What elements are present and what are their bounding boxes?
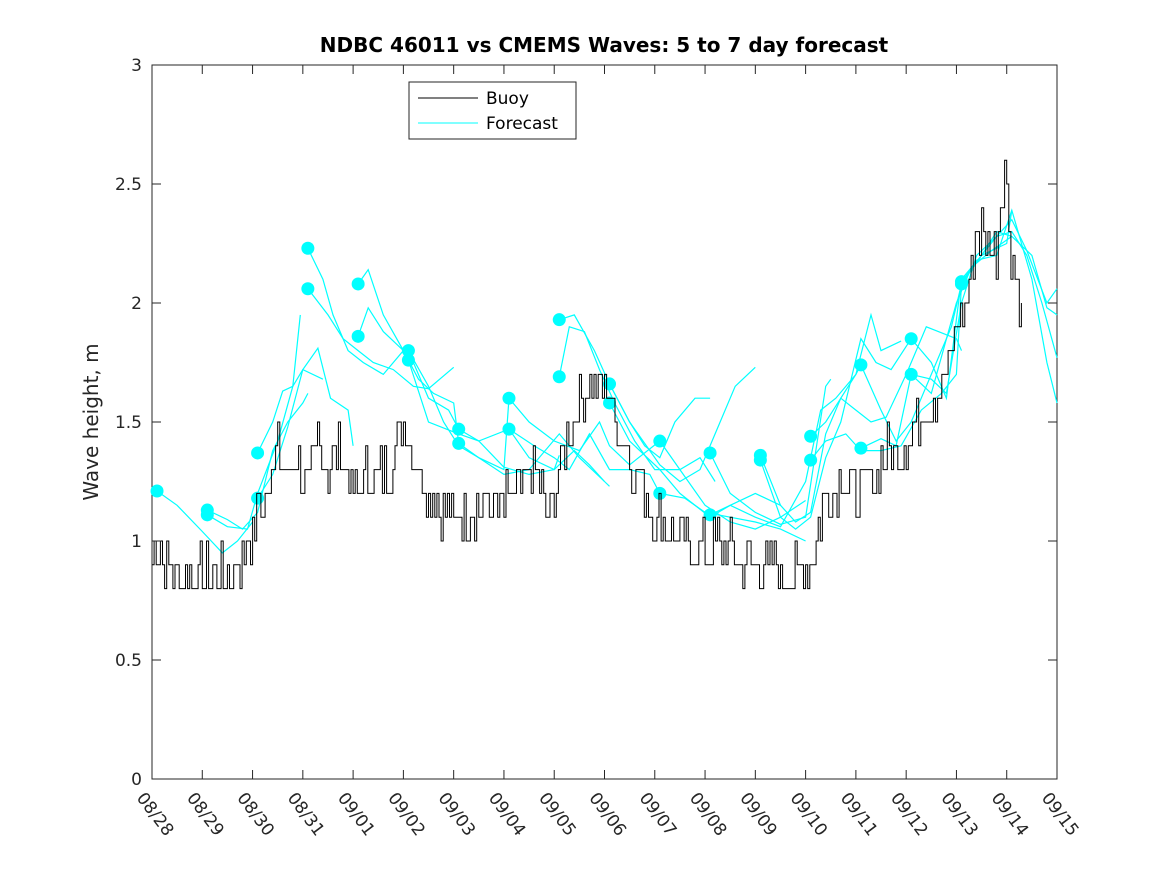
forecast-markers [150,241,968,522]
legend: Buoy Forecast [408,81,577,140]
forecast-line-f14 [508,397,661,466]
y-tick-label: 2.5 [115,175,142,195]
forecast-line-f02 [207,393,309,530]
forecast-start-marker-f04 [251,446,265,460]
forecast-start-marker-f11 [401,353,415,367]
forecast-line-f31 [911,230,1058,395]
forecast-line-f07 [307,288,455,390]
buoy-series-line [152,159,1022,590]
forecast-start-marker-f13 [452,436,466,450]
forecast-start-marker-f16 [552,313,566,327]
plot-area [150,64,1058,780]
y-tick-label: 2 [131,294,142,314]
forecast-start-marker-f15 [502,422,516,436]
forecast-line-f22 [709,378,832,525]
y-axis: 0 0.5 1 1.5 2 2.5 3 [115,56,1057,790]
forecast-line-f25 [759,337,912,530]
forecast-line-f01 [156,490,254,554]
forecast-start-marker-f19 [603,396,617,410]
forecast-line-f04 [257,314,301,454]
forecast-line-f24 [759,312,902,523]
forecast-start-marker-f03 [200,508,214,522]
forecast-start-marker-f01 [150,484,164,498]
forecast-start-marker-f25 [753,453,767,467]
forecast-start-marker-f09 [351,329,365,343]
forecast-start-marker-f30 [904,332,918,346]
legend-buoy-label: Buoy [486,89,529,109]
forecast-start-marker-f10 [401,344,415,358]
forecast-start-marker-f12 [452,422,466,436]
legend-forecast-label: Forecast [486,114,558,134]
forecast-start-marker-f28 [854,358,868,372]
chart-title: NDBC 46011 vs CMEMS Waves: 5 to 7 day fo… [320,33,889,57]
y-tick-label: 1.5 [115,413,142,433]
forecast-start-marker-f22 [703,446,717,460]
legend-box [408,81,577,140]
forecast-line-f29 [860,235,1013,449]
forecast-line-f17 [558,326,716,482]
forecast-line-f03 [206,368,324,530]
y-axis-label: Wave height, m [79,343,103,500]
y-tick-label: 0.5 [115,651,142,671]
forecast-line-f26 [810,326,963,437]
forecast-start-marker-f26 [804,429,818,443]
forecast-start-marker-f14 [502,391,516,405]
forecast-start-marker-f33 [954,277,968,291]
forecast-line-f18 [608,366,756,483]
forecast-start-marker-f17 [552,370,566,384]
forecast-line-f15 [508,428,661,494]
forecast-line-f11 [407,359,560,471]
forecast-lines [156,208,1058,554]
forecast-start-marker-f07 [301,282,315,296]
y-tick-label: 0 [131,770,142,790]
forecast-start-marker-f27 [804,453,818,467]
axes-box [151,64,1058,780]
forecast-start-marker-f31 [904,367,918,381]
forecast-start-marker-f06 [301,241,315,255]
forecast-line-f33 [960,208,1058,404]
forecast-start-marker-f29 [854,441,868,455]
forecast-start-marker-f08 [351,277,365,291]
y-tick-label: 3 [131,56,142,76]
forecast-line-f06 [307,248,414,376]
forecast-start-marker-f20 [653,434,667,448]
y-tick-label: 1 [131,532,142,552]
forecast-line-f23 [709,364,862,528]
